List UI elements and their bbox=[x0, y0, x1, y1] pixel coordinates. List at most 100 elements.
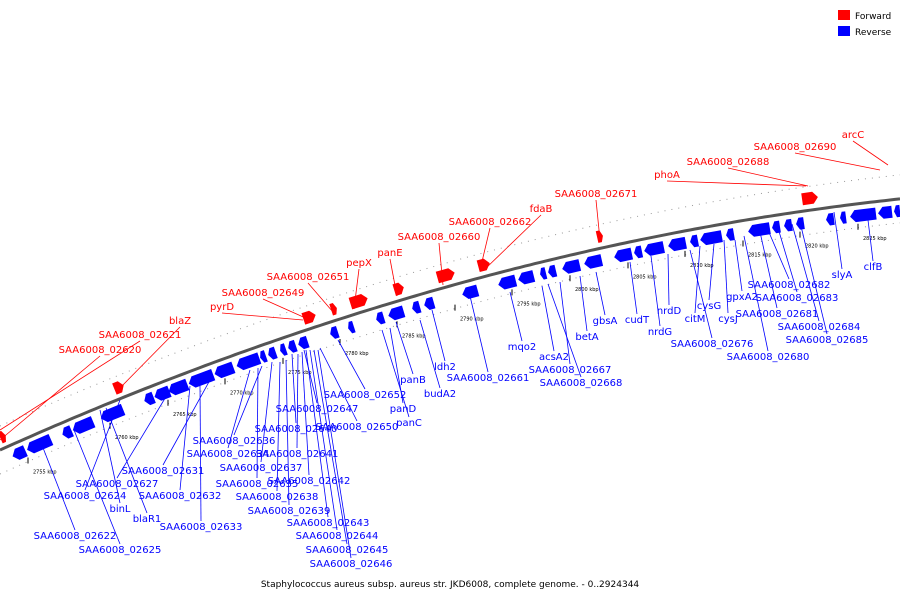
reverse-gene-arrow bbox=[540, 267, 548, 280]
tick-label: 2790 kbp bbox=[460, 317, 484, 323]
forward-gene-label: SAA6008_02671 bbox=[555, 189, 638, 200]
reverse-gene-label: panB bbox=[400, 375, 426, 386]
forward-gene-arrow bbox=[0, 430, 6, 444]
leader-line bbox=[0, 355, 101, 441]
leader-line bbox=[395, 321, 414, 375]
leader-line bbox=[541, 285, 555, 352]
reverse-gene-arrow bbox=[62, 425, 74, 439]
reverse-gene-arrow bbox=[518, 270, 536, 285]
reverse-gene-label: SAA6008_02637 bbox=[220, 463, 303, 474]
forward-gene-label: SAA6008_02662 bbox=[449, 217, 532, 228]
forward-gene-arrow bbox=[348, 294, 368, 310]
leader-line bbox=[291, 353, 297, 424]
forward-gene-label: SAA6008_02621 bbox=[99, 330, 182, 341]
leader-line bbox=[117, 326, 181, 391]
leader-line bbox=[479, 227, 491, 271]
reverse-gene-arrow bbox=[260, 350, 268, 363]
forward-gene-label: phoA bbox=[654, 170, 680, 181]
reverse-gene-label: SAA6008_02622 bbox=[34, 531, 117, 542]
leader-line bbox=[777, 227, 798, 293]
reverse-gene-label: SAA6008_02639 bbox=[248, 506, 331, 517]
reverse-gene-label: SAA6008_02634 bbox=[187, 449, 270, 460]
map-caption: Staphylococcus aureus subsp. aureus str.… bbox=[261, 580, 640, 590]
leader-line bbox=[99, 409, 121, 504]
reverse-gene-arrow bbox=[584, 254, 604, 269]
reverse-gene-arrow bbox=[280, 343, 288, 356]
reverse-gene-arrow bbox=[748, 222, 771, 237]
reverse-gene-arrow bbox=[72, 416, 96, 434]
reverse-gene-arrow bbox=[168, 378, 190, 396]
forward-gene-label: blaZ bbox=[169, 316, 191, 327]
tick-label: 2820 kbp bbox=[805, 244, 829, 250]
leader-line bbox=[301, 351, 310, 476]
tick-label: 2780 kbp bbox=[345, 351, 369, 357]
leader-line bbox=[309, 349, 338, 531]
reverse-gene-label: panD bbox=[390, 404, 417, 415]
reverse-gene-arrow bbox=[634, 245, 644, 259]
reverse-gene-label: SAA6008_02652 bbox=[324, 390, 407, 401]
reverse-gene-arrow bbox=[214, 361, 236, 379]
leader-line bbox=[39, 439, 76, 531]
leader-line bbox=[650, 255, 661, 327]
reverse-gene-arrow bbox=[376, 311, 386, 325]
forward-gene-label: SAA6008_02620 bbox=[59, 345, 142, 356]
leader-line bbox=[256, 367, 259, 479]
leader-line bbox=[73, 429, 121, 545]
backbone-line bbox=[0, 197, 900, 452]
leader-line bbox=[723, 239, 729, 314]
legend-forward-label: Forward bbox=[855, 12, 891, 22]
leader-line bbox=[579, 275, 588, 332]
leader-line bbox=[276, 361, 281, 492]
reverse-gene-arrow bbox=[548, 264, 558, 278]
reverse-gene-label: SAA6008_02633 bbox=[160, 522, 243, 533]
legend-forward-swatch bbox=[838, 10, 850, 20]
reverse-gene-label: nrdD bbox=[657, 306, 682, 317]
leader-line bbox=[381, 329, 410, 418]
reverse-gene-label: SAA6008_02638 bbox=[236, 492, 319, 503]
tick-label: 2770 kbp bbox=[230, 390, 254, 396]
leader-line bbox=[179, 385, 191, 491]
leader-line bbox=[438, 242, 444, 286]
reverse-gene-label: SAA6008_02683 bbox=[756, 293, 839, 304]
tick-label: 2825 kbp bbox=[863, 236, 887, 242]
reverse-gene-label: SAA6008_02681 bbox=[736, 309, 819, 320]
reverse-gene-arrow bbox=[826, 212, 835, 226]
leader-line bbox=[319, 347, 358, 422]
reverse-gene-arrow bbox=[27, 434, 54, 454]
forward-gene-arrow bbox=[801, 191, 818, 206]
gene-labels: arcC SAA6008_02690 SAA6008_02688 phoA SAA600… bbox=[34, 130, 883, 570]
reverse-gene-label: SAA6008_02625 bbox=[79, 545, 162, 556]
legend: Forward Reverse bbox=[838, 10, 892, 38]
reverse-gene-label: ldh2 bbox=[434, 362, 456, 373]
reverse-gene-arrow bbox=[154, 385, 172, 401]
legend-reverse-swatch bbox=[838, 26, 850, 36]
leader-line bbox=[227, 369, 251, 449]
forward-gene-label: SAA6008_02660 bbox=[398, 232, 481, 243]
reverse-gene-arrow bbox=[348, 320, 356, 334]
reverse-gene-label: SAA6008_02643 bbox=[287, 518, 370, 529]
tick-label: 2800 kbp bbox=[575, 287, 599, 293]
leader-line bbox=[262, 298, 311, 321]
tick-label: 2810 kbp bbox=[690, 263, 714, 269]
leader-line bbox=[285, 359, 290, 506]
reverse-gene-arrow bbox=[144, 391, 156, 406]
leader-line bbox=[799, 221, 828, 335]
forward-gene-label: SAA6008_02688 bbox=[687, 157, 770, 168]
leader-line bbox=[833, 211, 843, 270]
reverse-gene-arrow bbox=[700, 230, 723, 246]
leader-line bbox=[794, 152, 881, 171]
leader-line bbox=[313, 349, 348, 545]
reverse-gene-label: slyA bbox=[832, 270, 853, 281]
leader-line bbox=[233, 365, 263, 436]
reverse-gene-label: SAA6008_02646 bbox=[310, 559, 393, 570]
leader-line bbox=[353, 268, 360, 310]
forward-gene-label: panE bbox=[377, 248, 402, 259]
reverse-gene-arrow bbox=[726, 228, 735, 241]
forward-gene-label: arcC bbox=[842, 130, 865, 141]
reverse-gene-arrow bbox=[388, 305, 406, 321]
leader-line bbox=[509, 291, 523, 342]
reverse-gene-label: nrdG bbox=[648, 327, 672, 338]
leader-line bbox=[667, 253, 670, 306]
leader-line bbox=[767, 229, 790, 280]
